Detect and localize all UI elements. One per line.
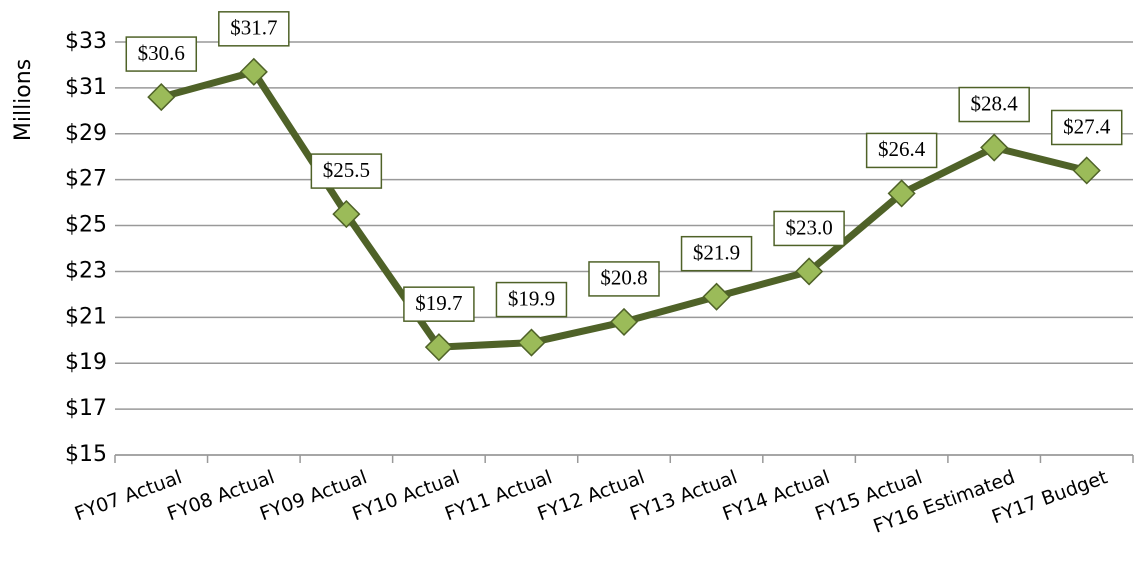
data-label: $20.8 — [588, 261, 660, 297]
y-tick-label: $33 — [65, 29, 107, 54]
data-label-text: $21.9 — [693, 240, 740, 264]
marker — [609, 307, 639, 336]
data-label-box — [958, 86, 1030, 123]
data-label-box — [310, 153, 383, 189]
data-label-text: $30.6 — [138, 41, 185, 65]
marker — [517, 328, 546, 357]
data-label: $19.7 — [403, 286, 475, 322]
data-label-box — [865, 132, 938, 169]
y-tick-label: $21 — [65, 304, 107, 329]
data-label: $27.4 — [1050, 109, 1123, 146]
y-tick-label: $23 — [65, 258, 107, 283]
y-tick-label: $15 — [65, 442, 107, 467]
data-label-text: $20.8 — [600, 266, 647, 290]
y-tick-label: $29 — [65, 121, 107, 146]
data-label-box — [125, 36, 198, 72]
y-tick-label: $27 — [65, 167, 107, 192]
data-label-box — [403, 286, 475, 322]
data-label-text: $31.7 — [230, 16, 277, 40]
marker — [147, 83, 176, 112]
y-tick-label: $17 — [65, 396, 107, 421]
data-label: $19.9 — [495, 281, 568, 318]
data-label: $26.4 — [865, 132, 938, 169]
marker — [980, 133, 1009, 162]
data-label: $25.5 — [310, 153, 383, 189]
marker — [702, 282, 731, 311]
data-label-text: $28.4 — [971, 91, 1019, 115]
series-line — [160, 68, 1088, 351]
y-tick-label: $25 — [65, 213, 107, 238]
y-axis-label: Millions — [11, 59, 36, 141]
data-label-box — [588, 261, 660, 297]
marker — [887, 179, 916, 208]
y-tick-label: $31 — [65, 75, 107, 100]
marker — [795, 257, 824, 286]
data-label-box — [1050, 109, 1123, 146]
data-label-text: $27.4 — [1063, 114, 1111, 138]
data-label: $21.9 — [680, 235, 753, 272]
data-label-text: $19.7 — [415, 291, 462, 315]
data-label-text: $26.4 — [878, 137, 926, 161]
data-label: $30.6 — [125, 36, 198, 72]
data-label: $28.4 — [958, 86, 1030, 123]
data-label-text: $23.0 — [785, 215, 832, 239]
data-label: $31.7 — [218, 11, 290, 47]
marker — [424, 333, 453, 362]
data-label-box — [495, 281, 568, 318]
y-tick-label: $19 — [65, 350, 107, 375]
data-label-box — [218, 11, 290, 47]
marker — [332, 200, 361, 229]
marker — [239, 57, 268, 86]
data-label-text: $25.5 — [323, 158, 370, 182]
data-label-text: $19.9 — [508, 286, 555, 310]
marker — [1072, 156, 1101, 185]
data-label-box — [773, 210, 845, 247]
data-label-box — [680, 235, 753, 272]
data-label: $23.0 — [773, 210, 845, 247]
